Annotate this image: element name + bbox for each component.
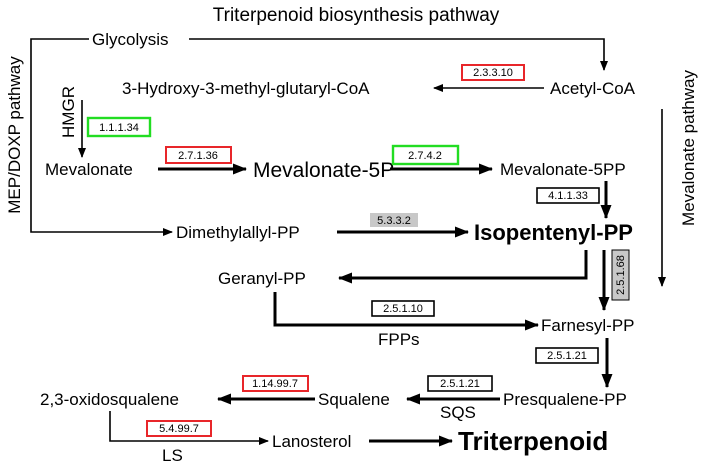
ec-box-5-3-3-2: 5.3.3.2 (370, 213, 418, 227)
edge-geranyl-pp-to-farnesyl-pp (273, 292, 539, 331)
node-mevalonate-5pp: Mevalonate-5PP (500, 160, 626, 179)
node-mevalonate-5p: Mevalonate-5P (253, 159, 394, 182)
node-farnesyl-pp: Farnesyl-PP (541, 316, 635, 335)
ec-box-2-3-3-10: 2.3.3.10 (461, 64, 525, 81)
diagram-title: Triterpenoid biosynthesis pathway (213, 5, 500, 26)
ec-box-1-1-1-34: 1.1.1.34 (86, 116, 152, 138)
ec-label-2-5-1-68: 2.5.1.68 (615, 255, 627, 295)
ec-label-2-7-4-2: 2.7.4.2 (408, 150, 442, 162)
ec-box-2-5-1-10: 2.5.1.10 (371, 300, 435, 317)
node-oxidosqualene: 2,3-oxidosqualene (40, 390, 179, 409)
node-dimethylallyl-pp: Dimethylallyl-PP (176, 223, 300, 242)
ec-label-2-5-1-21-b: 2.5.1.21 (440, 378, 480, 390)
ec-label-2-5-1-10: 2.5.1.10 (383, 303, 423, 315)
node-mevalonate: Mevalonate (45, 160, 133, 179)
node-isopentenyl-pp: Isopentenyl-PP (474, 220, 633, 245)
ec-box-2-7-1-36: 2.7.1.36 (165, 146, 232, 164)
ec-box-5-4-99-7: 5.4.99.7 (146, 420, 212, 437)
ec-box-4-1-1-33: 4.1.1.33 (536, 187, 600, 204)
edge-oxidosqualene-to-lanosterol (109, 411, 269, 445)
ec-label-5-4-99-7: 5.4.99.7 (159, 423, 199, 435)
node-geranyl-pp: Geranyl-PP (218, 269, 306, 288)
ec-label-5-3-3-2: 5.3.3.2 (377, 215, 411, 227)
mevalonate-pathway-label: Mevalonate pathway (679, 70, 698, 226)
edge-isopentenyl-pp-to-geranyl-pp (338, 250, 588, 284)
node-triterpenoid: Triterpenoid (458, 426, 608, 456)
node-hmg-coa: 3-Hydroxy-3-methyl-glutaryl-CoA (122, 79, 370, 98)
ec-box-2-5-1-68: 2.5.1.68 (611, 249, 630, 301)
node-glycolysis: Glycolysis (92, 30, 169, 49)
edge-glycolysis-to-dimethylallyl-pp (30, 38, 173, 236)
ec-label-2-5-1-21-a: 2.5.1.21 (547, 350, 587, 362)
enzyme-label-sqs: SQS (440, 403, 476, 422)
enzyme-label-hmgr: HMGR (59, 86, 78, 138)
enzyme-label-fpps: FPPs (378, 330, 420, 349)
ec-label-2-3-3-10: 2.3.3.10 (473, 67, 513, 79)
ec-label-1-14-99-7: 1.14.99.7 (252, 378, 298, 390)
ec-label-4-1-1-33: 4.1.1.33 (548, 190, 588, 202)
node-acetyl-coa: Acetyl-CoA (550, 79, 636, 98)
enzyme-label-ls: LS (162, 446, 183, 465)
ec-box-2-5-1-21-a: 2.5.1.21 (535, 347, 599, 364)
ec-label-1-1-1-34: 1.1.1.34 (99, 122, 139, 134)
mep-doxp-pathway-label: MEP/DOXP pathway (5, 56, 24, 214)
ec-box-1-14-99-7: 1.14.99.7 (242, 375, 309, 392)
ec-box-2-5-1-21-b: 2.5.1.21 (427, 375, 493, 392)
ec-box-2-7-4-2: 2.7.4.2 (391, 144, 460, 166)
edge-glycolysis-to-acetyl-coa (189, 38, 608, 71)
ec-label-2-7-1-36: 2.7.1.36 (178, 150, 218, 162)
node-lanosterol: Lanosterol (272, 432, 351, 451)
node-squalene: Squalene (318, 390, 390, 409)
node-presqualene-pp: Presqualene-PP (503, 390, 627, 409)
